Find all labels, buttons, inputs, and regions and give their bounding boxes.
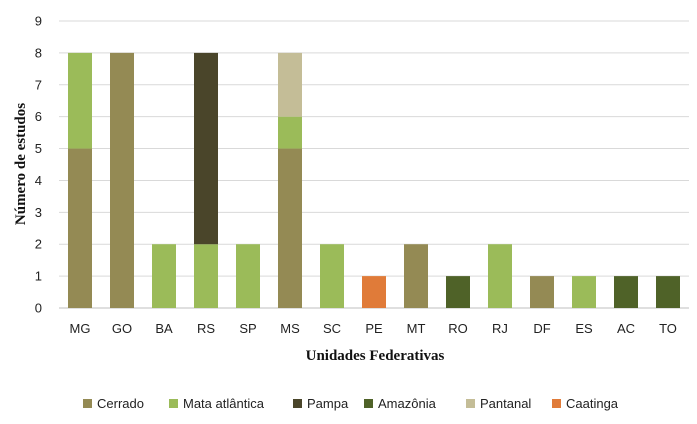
legend-swatch (364, 399, 373, 408)
legend-label: Caatinga (566, 396, 619, 411)
bar-segment (194, 52, 218, 245)
x-tick-label: ES (575, 321, 593, 336)
legend-item: Mata atlântica (169, 396, 265, 411)
bar-segment (278, 116, 302, 149)
y-tick-label: 1 (35, 269, 42, 284)
legend-item: Pampa (293, 396, 349, 411)
bar-segment (656, 276, 680, 308)
y-tick-label: 9 (35, 14, 42, 29)
x-tick-label: BA (155, 321, 173, 336)
bar-segment (152, 244, 176, 308)
legend-label: Cerrado (97, 396, 144, 411)
y-tick-label: 0 (35, 301, 42, 316)
y-tick-label: 7 (35, 77, 42, 92)
bar-segment (236, 244, 260, 308)
bar-segment (194, 244, 218, 308)
bar-segment (278, 148, 302, 308)
x-tick-label: PE (365, 321, 383, 336)
legend-item: Pantanal (466, 396, 531, 411)
y-axis-label: Número de estudos (13, 103, 29, 225)
bar-segment (404, 244, 428, 308)
bars (68, 52, 680, 309)
legend-item: Amazônia (364, 396, 437, 411)
legend-swatch (466, 399, 475, 408)
legend-swatch (83, 399, 92, 408)
y-tick-label: 8 (35, 45, 42, 60)
bar-segment (614, 276, 638, 308)
legend: Cerrado Mata atlântica Pampa Amazônia Pantan… (83, 396, 619, 411)
legend-label: Pampa (307, 396, 349, 411)
x-tick-label: DF (533, 321, 550, 336)
x-tick-label: RS (197, 321, 215, 336)
bar-segment (110, 52, 134, 309)
y-tick-label: 4 (35, 173, 42, 188)
legend-swatch (169, 399, 178, 408)
x-tick-label: SC (323, 321, 341, 336)
y-tick-label: 2 (35, 237, 42, 252)
x-tick-label: MS (280, 321, 300, 336)
x-tick-label: TO (659, 321, 677, 336)
x-tick-label: RO (448, 321, 468, 336)
x-tick-label: MG (70, 321, 91, 336)
legend-item: Cerrado (83, 396, 144, 411)
x-tick-label: MT (407, 321, 426, 336)
bar-segment (68, 148, 92, 308)
y-tick-label: 5 (35, 141, 42, 156)
y-tick-label: 6 (35, 109, 42, 124)
y-tick-label: 3 (35, 205, 42, 220)
x-tick-label: GO (112, 321, 132, 336)
bar-segment (446, 276, 470, 308)
legend-label: Mata atlântica (183, 396, 265, 411)
x-tick-label: AC (617, 321, 635, 336)
legend-label: Pantanal (480, 396, 531, 411)
bar-segment (572, 276, 596, 308)
x-tick-label: RJ (492, 321, 508, 336)
x-tick-label: SP (239, 321, 256, 336)
legend-label: Amazônia (378, 396, 437, 411)
bar-segment (278, 52, 302, 117)
bar-segment (320, 244, 344, 308)
x-tick-labels: MG GO BA RS SP MS SC PE MT RO RJ DF ES AC TO (70, 321, 677, 336)
legend-swatch (552, 399, 561, 408)
bar-segment (362, 276, 386, 308)
bar-segment (488, 244, 512, 308)
bar-segment (530, 276, 554, 308)
legend-item: Caatinga (552, 396, 619, 411)
bar-segment (68, 52, 92, 149)
y-tick-labels: 0 1 2 3 4 5 6 7 8 9 (35, 14, 42, 316)
x-axis-label: Unidades Federativas (306, 348, 445, 364)
legend-swatch (293, 399, 302, 408)
